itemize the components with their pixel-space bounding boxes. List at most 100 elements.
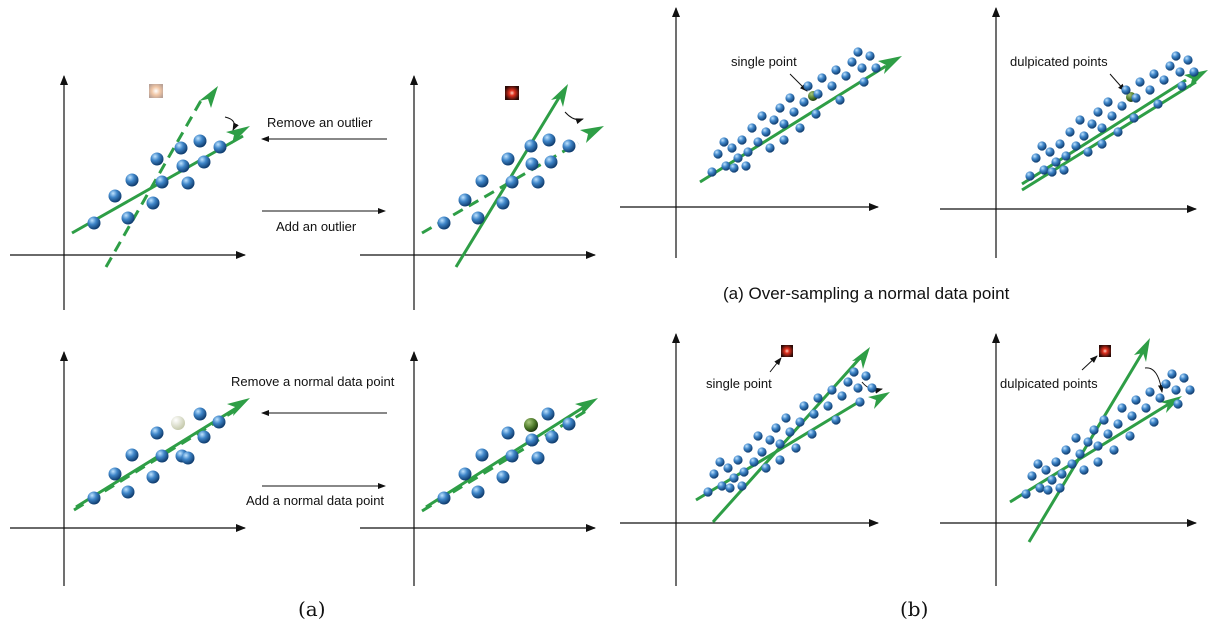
data-point xyxy=(1051,457,1061,467)
data-point xyxy=(1171,385,1181,395)
data-point xyxy=(843,377,853,387)
right-bottom-right-plot: dulpicated points xyxy=(940,333,1197,586)
data-point xyxy=(1083,147,1093,157)
add-normal-label: Add a normal data point xyxy=(246,493,384,508)
data-point xyxy=(505,449,519,463)
right-subcaption: (a) Over-sampling a normal data point xyxy=(723,284,1010,303)
data-point xyxy=(785,93,795,103)
data-points xyxy=(707,47,881,177)
data-point xyxy=(524,139,538,153)
data-point xyxy=(1087,119,1097,129)
data-point xyxy=(861,371,871,381)
data-point xyxy=(1129,113,1139,123)
data-point xyxy=(729,473,739,483)
data-point xyxy=(525,157,539,171)
data-point xyxy=(757,447,767,457)
fit-arrowhead xyxy=(227,398,250,416)
data-point xyxy=(841,71,851,81)
data-point xyxy=(1153,99,1163,109)
data-point xyxy=(458,193,472,207)
fit-arrowhead xyxy=(852,347,870,369)
data-point xyxy=(1093,441,1103,451)
data-point xyxy=(146,470,160,484)
data-point xyxy=(719,137,729,147)
data-point xyxy=(739,467,749,477)
data-point xyxy=(859,77,869,87)
data-point xyxy=(1177,81,1187,91)
left-bottom-left-plot xyxy=(10,351,250,586)
data-point xyxy=(1159,75,1169,85)
data-point xyxy=(1079,131,1089,141)
data-point xyxy=(544,155,558,169)
data-point xyxy=(855,397,865,407)
data-point xyxy=(715,457,725,467)
data-point xyxy=(743,443,753,453)
pointer-arrow xyxy=(1081,355,1098,371)
data-point xyxy=(743,147,753,157)
data-point xyxy=(857,63,867,73)
data-point xyxy=(1047,475,1057,485)
data-point xyxy=(803,81,813,91)
right-top-right-plot: dulpicated points xyxy=(940,7,1208,258)
data-point xyxy=(1121,85,1131,95)
data-points xyxy=(1025,51,1199,181)
data-point xyxy=(1131,93,1141,103)
fit-arrowhead xyxy=(226,126,250,144)
data-point xyxy=(496,196,510,210)
pointer-arrow xyxy=(769,357,782,373)
data-point xyxy=(1125,431,1135,441)
data-point xyxy=(1039,165,1049,175)
data-point xyxy=(213,140,227,154)
data-point xyxy=(150,426,164,440)
fit-line-dashed xyxy=(104,96,205,268)
data-point xyxy=(155,449,169,463)
data-points xyxy=(437,407,576,505)
data-point xyxy=(1075,449,1085,459)
removed-data-point xyxy=(171,416,185,430)
data-point xyxy=(795,417,805,427)
data-point xyxy=(1025,171,1035,181)
data-point xyxy=(827,81,837,91)
fit-line xyxy=(699,64,887,184)
data-point xyxy=(737,481,747,491)
data-point xyxy=(121,485,135,499)
data-point xyxy=(1057,469,1067,479)
data-point xyxy=(437,216,451,230)
data-point xyxy=(545,430,559,444)
data-point xyxy=(1035,483,1045,493)
outlier-marker-faint xyxy=(149,84,163,98)
data-point xyxy=(703,487,713,497)
data-point xyxy=(542,133,556,147)
fit-line xyxy=(425,405,585,509)
data-point xyxy=(1149,69,1159,79)
data-point xyxy=(713,149,723,159)
data-point xyxy=(1099,415,1109,425)
data-point xyxy=(1145,85,1155,95)
fit-line-dashed xyxy=(73,408,237,512)
data-point xyxy=(437,491,451,505)
rotation-arrow xyxy=(564,111,584,125)
left-top-right-plot xyxy=(360,75,604,310)
data-point xyxy=(1183,55,1193,65)
data-point xyxy=(781,413,791,423)
data-point xyxy=(775,455,785,465)
data-point xyxy=(475,174,489,188)
data-point xyxy=(1041,465,1051,475)
data-point xyxy=(531,175,545,189)
data-point xyxy=(867,383,877,393)
data-point xyxy=(108,189,122,203)
data-point xyxy=(1185,385,1195,395)
data-point xyxy=(1071,141,1081,151)
data-point xyxy=(753,137,763,147)
data-point xyxy=(1033,459,1043,469)
rotation-arrow xyxy=(1144,367,1164,393)
data-point xyxy=(831,65,841,75)
data-point xyxy=(146,196,160,210)
data-point xyxy=(795,123,805,133)
data-points xyxy=(87,134,227,230)
data-point xyxy=(1037,141,1047,151)
data-point xyxy=(779,119,789,129)
data-point xyxy=(1079,465,1089,475)
data-point xyxy=(799,401,809,411)
data-point xyxy=(1173,399,1183,409)
